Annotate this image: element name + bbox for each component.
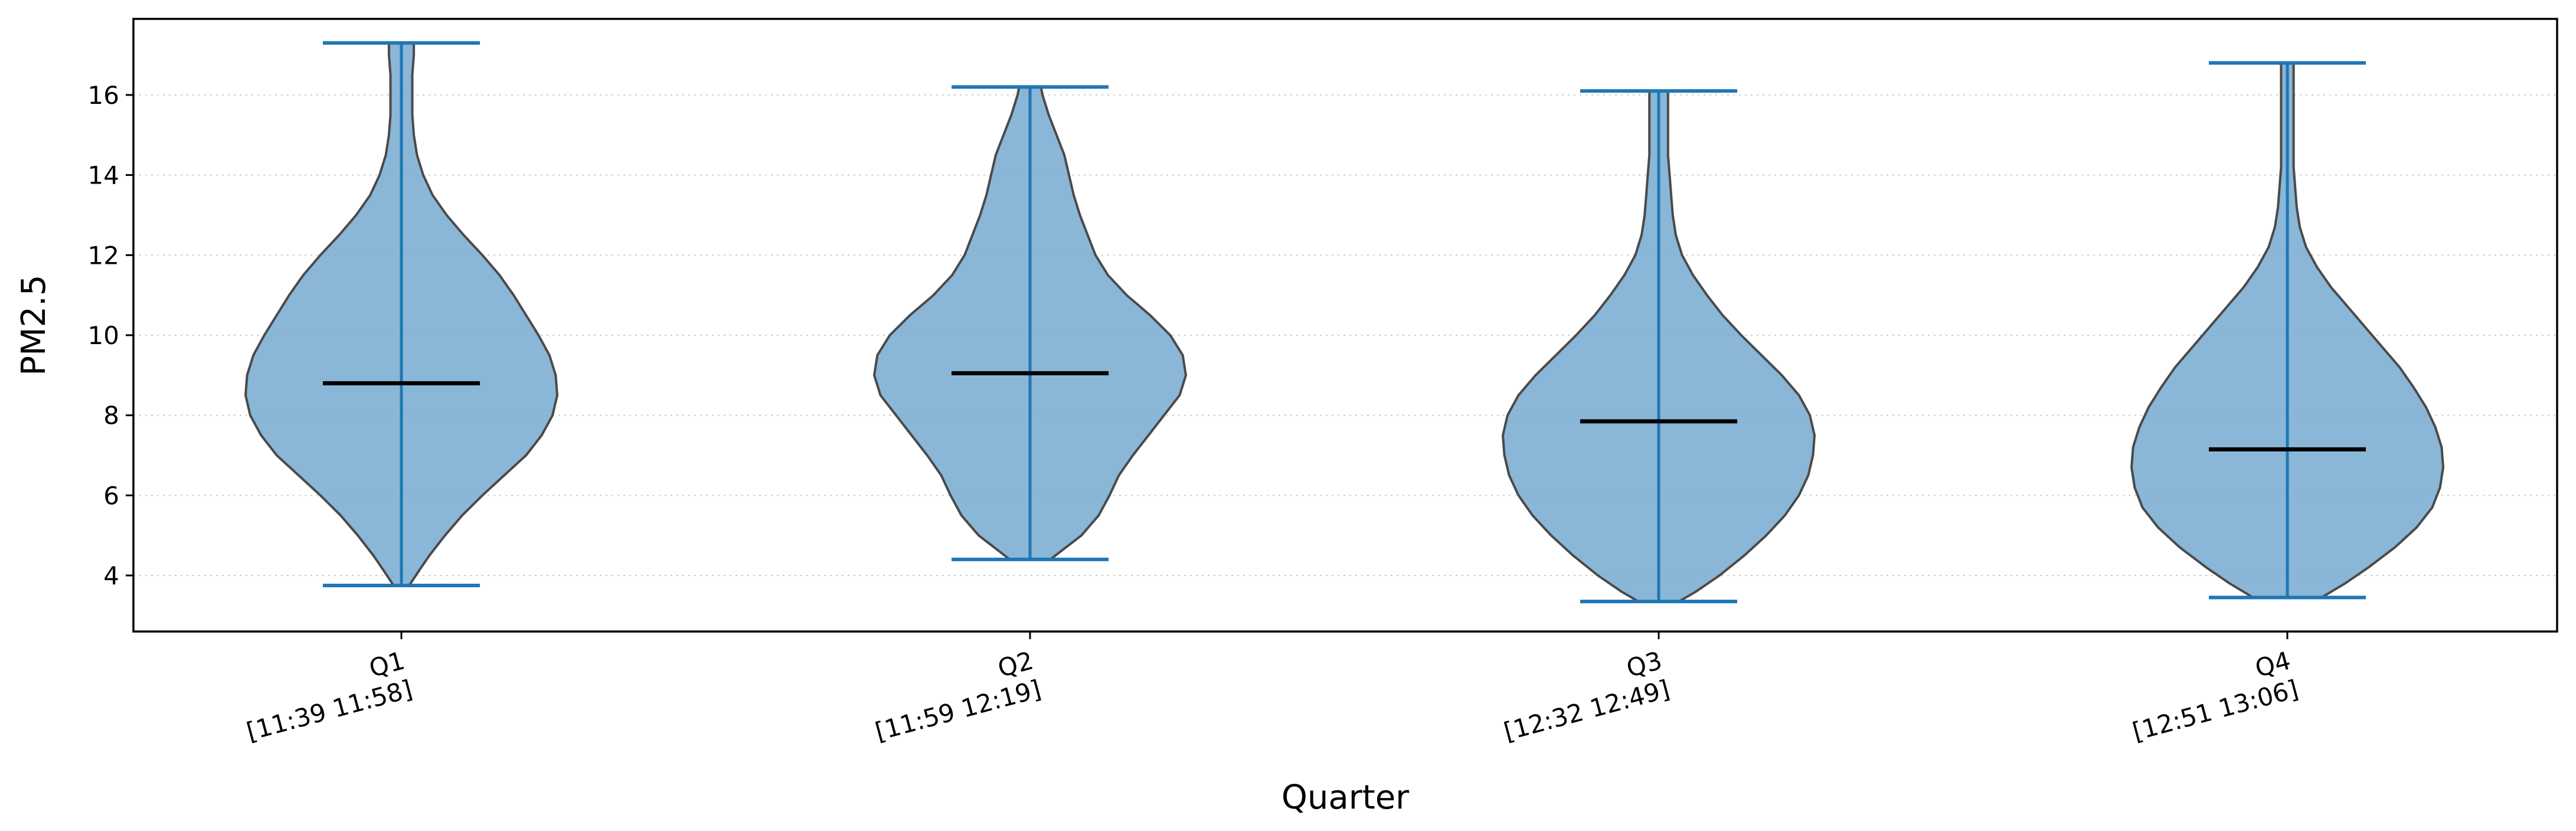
x-axis-ticks: Q1[11:39 11:58] Q2[11:59 12:19] Q3[12:32 1… (243, 632, 2302, 747)
y-tick-label: 4 (103, 561, 119, 590)
x-tick-range: [12:51 13:06] (2129, 675, 2301, 747)
y-tick-label: 12 (88, 241, 119, 270)
x-tick-label-q3: Q3[12:32 12:49] (1501, 646, 1672, 747)
y-tick-label: 6 (103, 481, 119, 510)
x-tick-range: [11:39 11:58] (243, 675, 415, 747)
x-tick-range: [11:59 12:19] (872, 675, 1044, 747)
y-tick-label: 8 (103, 401, 119, 430)
violin-q4 (2130, 61, 2445, 600)
y-tick-label: 14 (88, 161, 119, 190)
plot-frame (132, 18, 2558, 633)
x-tick-label-q4: Q4[12:51 13:06] (2129, 646, 2301, 747)
x-tick-label-q1: Q1[11:39 11:58] (243, 646, 415, 747)
y-axis-ticks: 4 6 8 10 12 14 16 (88, 81, 133, 590)
x-tick-label-q2: Q2[11:59 12:19] (872, 646, 1044, 747)
violin-q1 (244, 41, 559, 587)
x-axis-label: Quarter (1282, 778, 1410, 817)
y-axis-label: PM2.5 (15, 274, 53, 375)
violins (244, 41, 2445, 604)
y-tick-label: 16 (88, 81, 119, 110)
violin-q3 (1501, 89, 1816, 604)
x-tick-range: [12:32 12:49] (1501, 675, 1672, 747)
violin-q2 (872, 85, 1188, 561)
y-tick-label: 10 (88, 321, 119, 350)
